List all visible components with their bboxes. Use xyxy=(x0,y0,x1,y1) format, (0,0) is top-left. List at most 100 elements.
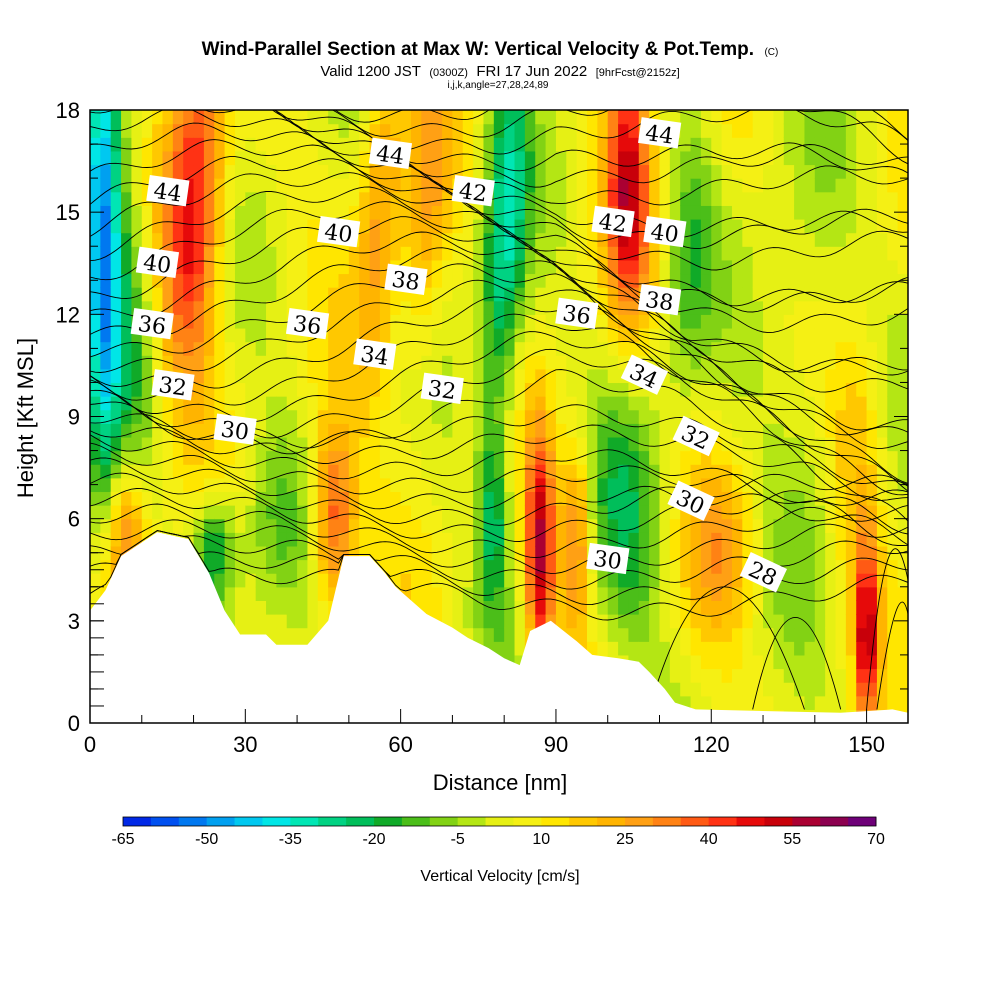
velocity-cell xyxy=(659,436,671,452)
theta-contour xyxy=(90,110,908,188)
velocity-cell xyxy=(587,491,598,506)
velocity-cell xyxy=(814,164,826,179)
velocity-cell xyxy=(731,532,743,547)
velocity-cell xyxy=(555,532,567,547)
velocity-cell xyxy=(493,573,505,588)
velocity-cell xyxy=(297,259,309,275)
velocity-cell xyxy=(276,259,288,275)
velocity-cell xyxy=(814,654,826,670)
velocity-cell xyxy=(379,518,391,533)
velocity-cell xyxy=(110,150,122,166)
velocity-cell xyxy=(131,355,143,370)
velocity-cell xyxy=(483,464,495,479)
velocity-cell xyxy=(524,150,536,166)
velocity-cell xyxy=(742,450,754,465)
velocity-cell xyxy=(483,327,495,343)
velocity-cell xyxy=(576,246,588,261)
x-tick-label: 150 xyxy=(848,732,885,757)
velocity-cell xyxy=(442,341,453,356)
velocity-cell xyxy=(504,218,516,234)
velocity-cell xyxy=(193,178,205,193)
velocity-cell xyxy=(721,491,733,506)
velocity-cell xyxy=(649,641,661,656)
velocity-cell xyxy=(359,287,371,302)
velocity-cell xyxy=(545,191,557,206)
velocity-cell xyxy=(224,368,236,384)
colorbar-tick-label: 25 xyxy=(616,831,634,848)
theta-contour xyxy=(90,331,908,484)
velocity-cell xyxy=(162,232,174,247)
velocity-cell xyxy=(100,573,112,588)
velocity-cell xyxy=(328,532,340,547)
velocity-cell xyxy=(90,300,101,315)
velocity-cell xyxy=(100,246,112,261)
velocity-cell xyxy=(421,409,433,424)
velocity-cell xyxy=(587,627,598,642)
velocity-cell xyxy=(421,586,433,601)
velocity-cell xyxy=(442,423,453,438)
velocity-cell xyxy=(783,450,795,465)
velocity-cell xyxy=(555,436,567,452)
velocity-cell xyxy=(690,205,702,220)
velocity-cell xyxy=(442,477,453,493)
velocity-cell xyxy=(421,287,433,302)
velocity-cell xyxy=(555,327,567,343)
velocity-cell xyxy=(690,300,702,315)
velocity-cell xyxy=(317,464,329,479)
velocity-cell xyxy=(473,327,485,343)
velocity-cell xyxy=(431,532,443,547)
velocity-cell xyxy=(514,614,526,629)
velocity-cell xyxy=(814,246,826,261)
velocity-cell xyxy=(493,327,505,343)
velocity-cell xyxy=(348,341,360,356)
velocity-cell xyxy=(514,205,526,220)
velocity-cell xyxy=(369,259,381,275)
velocity-cell xyxy=(493,300,505,315)
velocity-cell xyxy=(804,600,816,615)
velocity-cell xyxy=(141,150,153,166)
velocity-cell xyxy=(845,273,857,288)
velocity-cell xyxy=(752,641,764,656)
velocity-cell xyxy=(431,300,443,315)
velocity-cell xyxy=(845,450,857,465)
velocity-cell xyxy=(266,600,277,615)
velocity-cell xyxy=(825,641,837,656)
velocity-cell xyxy=(742,423,754,438)
velocity-cell xyxy=(607,327,619,343)
velocity-cell xyxy=(255,246,267,261)
velocity-cell xyxy=(897,423,908,438)
velocity-cell xyxy=(897,396,908,411)
velocity-cell xyxy=(524,327,536,343)
velocity-cell xyxy=(794,518,806,533)
colorbar-swatch xyxy=(290,817,319,826)
velocity-cell xyxy=(535,614,547,629)
velocity-cell xyxy=(90,123,101,138)
velocity-cell xyxy=(587,600,598,615)
velocity-cell xyxy=(845,614,857,629)
velocity-cell xyxy=(876,682,888,697)
velocity-cell xyxy=(669,559,681,574)
velocity-cell xyxy=(618,586,630,601)
colorbar-swatch xyxy=(848,817,877,826)
velocity-cell xyxy=(193,355,205,370)
velocity-cell xyxy=(545,532,557,547)
velocity-cell xyxy=(845,287,857,302)
velocity-cell xyxy=(255,505,267,520)
velocity-cell xyxy=(721,614,733,629)
velocity-cell xyxy=(473,600,485,615)
velocity-cell xyxy=(607,355,619,370)
velocity-cell xyxy=(597,123,609,138)
velocity-cell xyxy=(152,518,164,533)
velocity-cell xyxy=(897,532,908,547)
velocity-cell xyxy=(328,396,340,411)
velocity-cell xyxy=(493,164,505,179)
theta-contour xyxy=(90,424,908,501)
velocity-cell xyxy=(245,586,257,601)
velocity-cell xyxy=(680,600,692,615)
velocity-cell xyxy=(245,505,257,520)
velocity-cell xyxy=(276,300,288,315)
velocity-cell xyxy=(773,614,785,629)
velocity-cell xyxy=(473,491,485,506)
velocity-cell xyxy=(359,409,371,424)
velocity-cell xyxy=(555,518,567,533)
